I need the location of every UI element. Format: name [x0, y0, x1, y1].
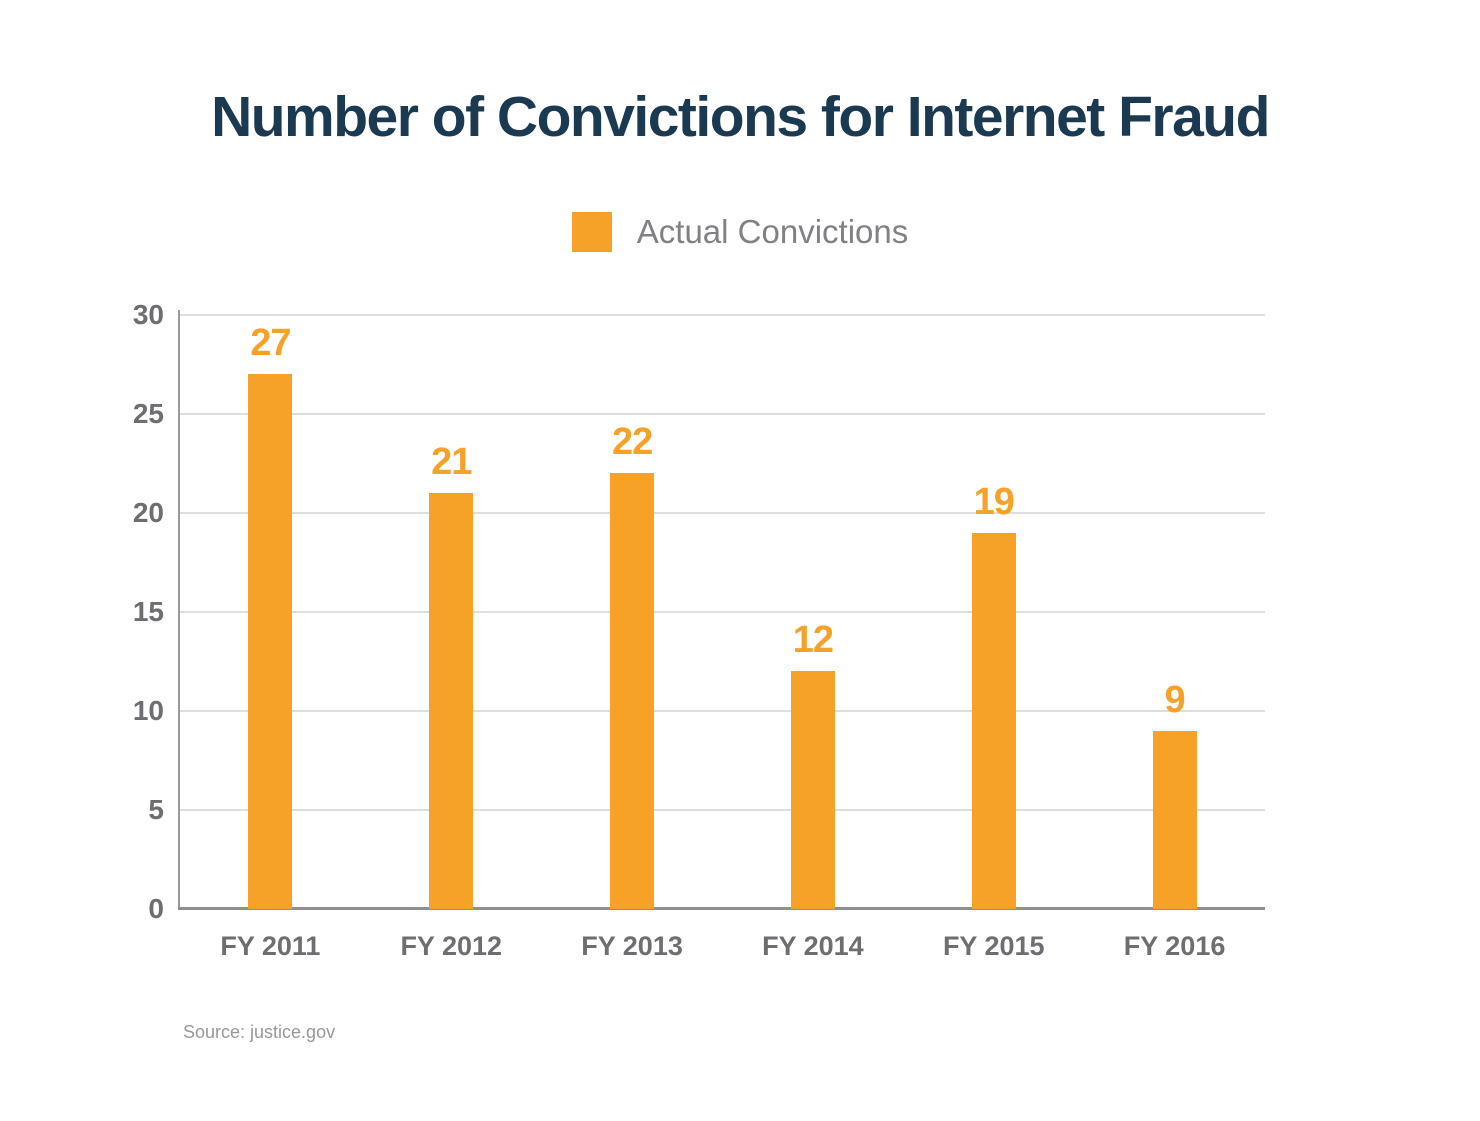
chart-title: Number of Convictions for Internet Fraud	[211, 85, 1270, 149]
legend: Actual Convictions	[0, 212, 1480, 252]
y-tick-label-10: 10	[132, 695, 164, 726]
legend-swatch-icon	[571, 212, 612, 252]
plot-area: 0 5 10 15 20 25 30 27 FY 2011 21 FY 2012 22 FY 2013 1…	[133, 301, 1265, 961]
y-tick-label-5: 5	[148, 794, 164, 825]
y-tick-label-15: 15	[132, 596, 164, 627]
bar-fy-2014	[790, 671, 835, 909]
bar-value-label-fy-2012: 21	[431, 441, 472, 484]
y-tick-label-20: 20	[132, 497, 164, 528]
y-tick-label-30: 30	[132, 299, 164, 330]
bar-fy-2016	[1152, 730, 1197, 909]
bar-value-label-fy-2015: 19	[973, 480, 1015, 523]
gridline-30	[180, 314, 1265, 316]
bar-fy-2011	[248, 374, 293, 909]
x-axis-label-fy-2016: FY 2016	[1123, 931, 1226, 961]
x-axis-label-fy-2012: FY 2012	[400, 931, 503, 961]
gridline-10	[180, 710, 1265, 712]
source-note: Source: justice.gov	[183, 1022, 336, 1042]
x-axis-label-fy-2015: FY 2015	[942, 931, 1045, 961]
y-axis-line	[178, 310, 180, 909]
gridline-15	[180, 611, 1265, 613]
gridline-20	[180, 512, 1265, 514]
y-tick-label-0: 0	[148, 893, 164, 924]
legend-label: Actual Convictions	[636, 213, 909, 250]
x-axis-label-fy-2014: FY 2014	[762, 931, 864, 961]
x-axis-label-fy-2011: FY 2011	[220, 931, 321, 961]
y-tick-label-25: 25	[132, 398, 164, 429]
x-axis-label-fy-2013: FY 2013	[581, 931, 683, 961]
bar-value-label-fy-2014: 12	[792, 619, 834, 662]
gridline-5	[180, 809, 1265, 811]
bar-fy-2015	[971, 532, 1016, 909]
bar-value-label-fy-2011: 27	[250, 322, 291, 365]
x-axis-baseline	[178, 907, 1265, 910]
bar-value-label-fy-2013: 22	[611, 421, 653, 464]
bar-value-label-fy-2016: 9	[1164, 678, 1186, 721]
gridline-25	[180, 413, 1265, 415]
bar-fy-2013	[610, 473, 655, 909]
bar-fy-2012	[429, 493, 474, 909]
